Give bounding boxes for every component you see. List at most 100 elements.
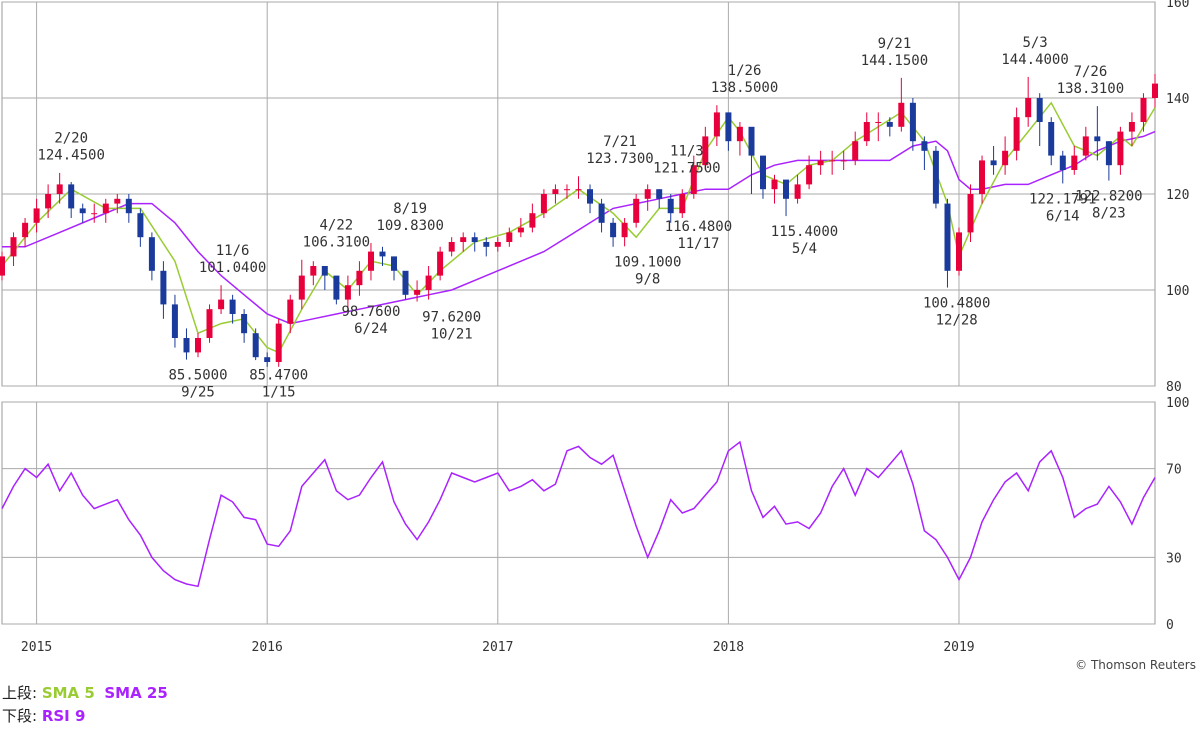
- candle-up: [356, 270, 363, 286]
- candle-up: [840, 160, 847, 162]
- candle-up: [644, 189, 651, 199]
- annotation-value: 122.1791: [1029, 192, 1096, 208]
- annotation-date: 4/22: [320, 218, 354, 234]
- candle-down: [321, 266, 328, 276]
- candle-down: [183, 338, 190, 353]
- candle-up: [56, 184, 63, 194]
- rsi-line-group: [1, 440, 1156, 588]
- candle-up: [540, 194, 547, 214]
- price-y-tick-label: 100: [1166, 284, 1189, 299]
- candle-down: [760, 155, 766, 190]
- legend-rsi: RSI 9: [41, 707, 86, 725]
- x-axis: 2015 2016 2017 2018 2019: [21, 640, 975, 655]
- rsi-y-axis: 100 70 30 0: [1166, 396, 1189, 633]
- credit-text: © Thomson Reuters: [1075, 658, 1196, 672]
- x-tick-label: 2019: [943, 640, 974, 655]
- candle-down: [241, 314, 248, 334]
- candle-down: [264, 357, 271, 362]
- candle-up: [875, 122, 882, 123]
- candle-up: [1071, 155, 1078, 170]
- candle-up: [414, 290, 421, 295]
- annotation-value: 124.4500: [37, 148, 104, 164]
- candle-down: [932, 150, 939, 204]
- annotation-date: 10/21: [431, 326, 473, 342]
- annotation-value: 98.7600: [341, 304, 400, 320]
- candlesticks: [0, 74, 1158, 367]
- rsi-panel-frame: [1, 401, 1156, 625]
- candle-down: [1036, 98, 1043, 122]
- sma5-line: [1, 101, 1156, 354]
- rsi-y-tick-label: 0: [1166, 618, 1174, 633]
- candle-down: [125, 198, 132, 214]
- price-y-tick-label: 160: [1166, 0, 1189, 11]
- legend-lower-label: 下段:: [2, 707, 42, 725]
- candle-up: [195, 338, 201, 353]
- candle-down: [748, 126, 755, 156]
- candle-up: [1117, 131, 1124, 166]
- candle-up: [114, 198, 121, 204]
- rsi-y-tick-label: 30: [1166, 551, 1182, 566]
- price-y-tick-label: 140: [1166, 92, 1189, 107]
- candle-up: [967, 194, 974, 233]
- annotation-value: 100.4800: [923, 296, 990, 312]
- annotation-value: 138.5000: [711, 80, 778, 96]
- candle-down: [391, 256, 397, 271]
- annotation-date: 9/21: [878, 36, 912, 52]
- candle-up: [529, 213, 536, 228]
- annotation-value: 144.1500: [861, 53, 928, 69]
- legend-upper-panel: 上段: SMA 5 SMA 25: [2, 682, 168, 704]
- candle-down: [148, 237, 155, 271]
- candle-down: [402, 270, 409, 295]
- annotation-value: 121.7500: [653, 161, 720, 177]
- candle-up: [690, 165, 697, 194]
- annotation-date: 9/25: [181, 385, 215, 401]
- candle-down: [160, 270, 167, 305]
- candle-up: [852, 141, 859, 161]
- annotation-date: 7/21: [603, 134, 637, 150]
- candle-up: [494, 242, 501, 247]
- candle-down: [171, 304, 178, 338]
- candle-up: [863, 122, 870, 142]
- candle-down: [79, 208, 86, 214]
- annotation-date: 9/8: [635, 271, 660, 287]
- rsi-panel-grid: [1, 401, 1156, 625]
- annotation-date: 8/23: [1092, 205, 1126, 221]
- x-tick-label: 2015: [21, 640, 52, 655]
- candle-down: [656, 189, 663, 199]
- annotation-value: 101.0400: [199, 260, 266, 276]
- candle-up: [344, 285, 351, 300]
- annotation-date: 1/15: [262, 385, 296, 401]
- candle-down: [783, 179, 789, 199]
- candle-down: [379, 251, 386, 257]
- x-tick-label: 2018: [713, 640, 744, 655]
- price-panel-grid: [1, 1, 1156, 387]
- legend-lower-panel: 下段: RSI 9: [2, 705, 85, 727]
- candle-up: [1013, 117, 1020, 151]
- annotation-date: 7/26: [1074, 64, 1108, 80]
- annotation-value: 122.8200: [1075, 188, 1142, 204]
- annotation-value: 123.7300: [586, 151, 653, 167]
- annotation-value: 115.4000: [771, 224, 838, 240]
- candle-up: [956, 232, 962, 271]
- x-tick-label: 2016: [252, 640, 283, 655]
- candle-up: [633, 198, 640, 223]
- candle-up: [979, 160, 985, 194]
- candle-up: [22, 222, 29, 238]
- candle-up: [437, 251, 444, 276]
- price-y-axis: 160 140 120 100 80: [1166, 0, 1189, 395]
- candle-up: [298, 275, 305, 300]
- candle-down: [137, 213, 144, 238]
- candle-up: [33, 208, 40, 223]
- candle-up: [575, 189, 582, 191]
- annotation-date: 12/28: [936, 313, 978, 329]
- candle-down: [886, 122, 893, 127]
- candle-up: [0, 256, 5, 276]
- candle-up: [621, 222, 628, 238]
- candle-down: [990, 160, 997, 166]
- rsi-line: [1, 440, 1156, 588]
- candle-up: [771, 179, 778, 190]
- candle-up: [368, 251, 374, 271]
- annotation-value: 85.4700: [249, 368, 308, 384]
- candle-down: [1105, 141, 1112, 166]
